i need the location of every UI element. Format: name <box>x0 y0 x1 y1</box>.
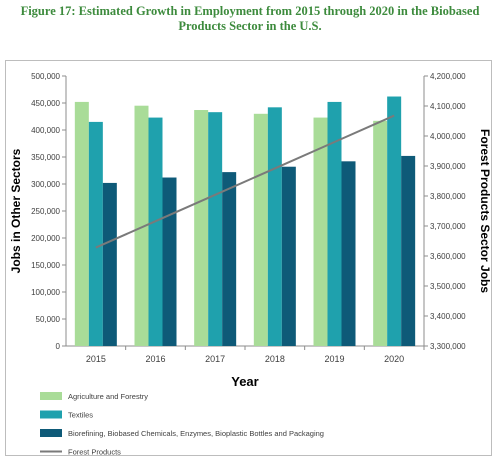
right-tick-label: 3,300,000 <box>430 342 466 351</box>
bar-textiles <box>208 112 223 347</box>
bar-textiles <box>88 121 103 347</box>
x-tick-label: 2020 <box>384 354 404 364</box>
right-tick-label: 3,900,000 <box>430 162 466 171</box>
bar-textiles <box>267 107 282 346</box>
left-tick-label: 150,000 <box>31 261 60 270</box>
bar-biorefining <box>162 177 177 346</box>
chart-svg: 0 50,000 100,000 150,000 200,000 250,000 300,0… <box>9 72 492 457</box>
left-tick-label: 400,000 <box>31 126 60 135</box>
legend-label: Biorefining, Biobased Chemicals, Enzymes… <box>68 429 324 438</box>
right-tick-label: 3,800,000 <box>430 192 466 201</box>
bar-agriculture <box>253 113 268 346</box>
left-tick-label: 500,000 <box>31 72 60 81</box>
x-axis-title: Year <box>231 374 258 389</box>
bar-textiles <box>148 117 163 346</box>
figure-title: Figure 17: Estimated Growth in Employmen… <box>4 4 496 34</box>
right-tick-label: 4,100,000 <box>430 102 466 111</box>
bar-biorefining <box>222 172 237 346</box>
left-tick-label: 250,000 <box>31 207 60 216</box>
bar-biorefining <box>102 182 117 346</box>
bar-textiles <box>387 96 402 346</box>
left-tick-label: 200,000 <box>31 234 60 243</box>
left-tick-label: 100,000 <box>31 288 60 297</box>
bar-agriculture <box>313 117 328 346</box>
x-tick-label: 2015 <box>86 354 106 364</box>
legend-label: Textiles <box>68 411 93 420</box>
x-tick-label: 2016 <box>145 354 165 364</box>
bar-agriculture <box>134 105 149 346</box>
figure-title-line2: Products Sector in the U.S. <box>178 19 322 33</box>
chart-container: 0 50,000 100,000 150,000 200,000 250,000 300,0… <box>5 60 492 457</box>
x-tick-label: 2018 <box>265 354 285 364</box>
left-tick-label: 300,000 <box>31 180 60 189</box>
right-tick-label: 4,000,000 <box>430 132 466 141</box>
bar-textiles <box>327 101 342 346</box>
bar-biorefining <box>401 155 416 346</box>
right-tick-label: 4,200,000 <box>430 72 466 81</box>
left-tick-label: 350,000 <box>31 153 60 162</box>
bar-biorefining <box>341 161 356 346</box>
right-tick-label: 3,400,000 <box>430 312 466 321</box>
bar-agriculture <box>74 101 89 346</box>
right-tick-label: 3,700,000 <box>430 222 466 231</box>
right-tick-label: 3,600,000 <box>430 252 466 261</box>
left-tick-label: 0 <box>56 342 61 351</box>
legend-label: Forest Products <box>68 448 121 456</box>
y2-axis-title: Forest Products Sector Jobs <box>478 129 491 293</box>
x-tick-label: 2017 <box>205 354 225 364</box>
bar-agriculture <box>194 110 209 346</box>
legend-swatch-biorefining <box>40 429 62 437</box>
figure-title-line1: Figure 17: Estimated Growth in Employmen… <box>20 4 480 18</box>
x-tick-label: 2019 <box>324 354 344 364</box>
forest-products-line <box>95 114 395 249</box>
left-tick-label: 450,000 <box>31 99 60 108</box>
legend-swatch-agriculture <box>40 392 62 400</box>
y-axis-title: Jobs in Other Sectors <box>9 148 23 273</box>
legend-label: Agriculture and Forestry <box>68 392 148 401</box>
bar-agriculture <box>373 120 388 346</box>
left-tick-label: 50,000 <box>36 315 61 324</box>
bar-biorefining <box>281 166 296 346</box>
legend-swatch-textiles <box>40 410 62 419</box>
right-tick-label: 3,500,000 <box>430 282 466 291</box>
